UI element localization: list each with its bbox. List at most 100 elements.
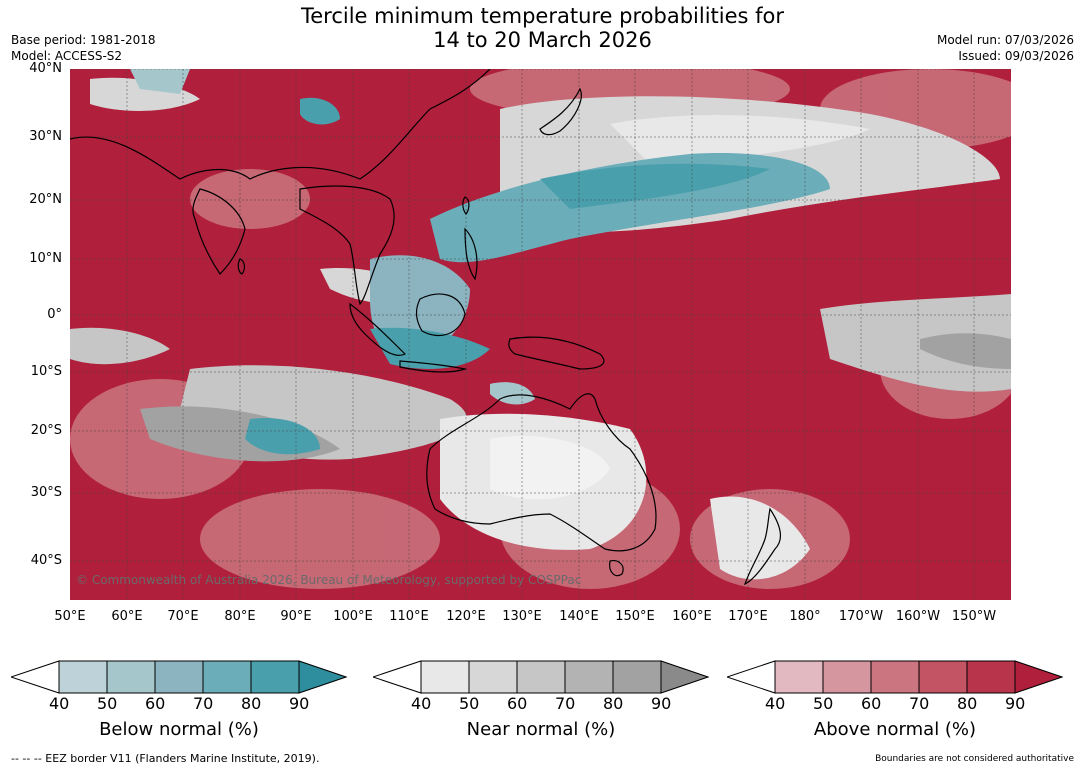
map-title: Tercile minimum temperature probabilitie… <box>0 4 1085 52</box>
lon-label: 60°E <box>111 609 143 624</box>
legend-swatch <box>774 660 824 694</box>
title-line-1: Tercile minimum temperature probabilitie… <box>300 4 785 28</box>
lon-label: 130°E <box>502 609 542 624</box>
legend-tick: 90 <box>651 694 672 713</box>
lon-label: 100°E <box>333 609 373 624</box>
lon-label: 70°E <box>167 609 199 624</box>
legend-swatch <box>371 660 422 694</box>
legend-tick: 90 <box>289 694 310 713</box>
near-normal-colorbar-svg <box>371 660 710 694</box>
japan-coast <box>539 87 582 136</box>
run-info: Model run: 07/03/2026 Issued: 09/03/2026 <box>937 32 1074 64</box>
lon-label: 50°E <box>54 609 86 624</box>
india-coast <box>192 188 246 275</box>
legend-swatch <box>298 660 348 694</box>
legend-tick: 40 <box>49 694 70 713</box>
lon-label: 150°E <box>615 609 655 624</box>
graticule <box>70 69 1011 600</box>
legend-swatch <box>870 660 920 694</box>
lon-label: 90°E <box>280 609 312 624</box>
lat-label: 10°S <box>30 364 62 379</box>
lon-label: 80°E <box>224 609 256 624</box>
legend-swatch <box>612 660 662 694</box>
eez-border-note: -- -- -- EEZ border V11 (Flanders Marine… <box>11 752 320 765</box>
legend-swatch <box>9 660 60 694</box>
lon-label: 120°E <box>446 609 486 624</box>
legend-swatch <box>106 660 156 694</box>
legend-swatch <box>154 660 204 694</box>
borneo-coast <box>415 293 466 336</box>
legend-swatch <box>468 660 518 694</box>
legend-tick: 50 <box>97 694 118 713</box>
below-normal-colorbar-svg <box>9 660 348 694</box>
legend-tick: 80 <box>241 694 262 713</box>
map-canvas <box>70 69 1011 600</box>
lat-label: 0° <box>47 307 62 322</box>
lon-label: 170°W <box>838 609 884 624</box>
legend-tick: 50 <box>459 694 480 713</box>
legend-tick: 60 <box>507 694 528 713</box>
lat-label: 40°S <box>30 553 62 568</box>
boundary-disclaimer: Boundaries are not considered authoritat… <box>875 754 1074 764</box>
philippines-coast <box>464 227 478 281</box>
lon-label: 170°E <box>728 609 768 624</box>
lon-label: 180° <box>789 609 821 624</box>
legend-tick: 60 <box>145 694 166 713</box>
new-zealand-coast <box>743 507 782 586</box>
legend-swatch <box>966 660 1016 694</box>
legend-tick: 40 <box>411 694 432 713</box>
lat-label: 30°S <box>30 485 62 500</box>
legend-swatch <box>725 660 776 694</box>
legend-tick: 60 <box>861 694 882 713</box>
tasmania-coast <box>609 560 624 577</box>
legend-swatch <box>420 660 470 694</box>
legend-tick: 80 <box>957 694 978 713</box>
title-line-2: 14 to 20 March 2026 <box>433 28 652 52</box>
southeast-asia-coast <box>299 185 395 306</box>
near-normal-title: Near normal (%) <box>466 719 616 740</box>
legend-swatch <box>202 660 252 694</box>
asia-coast <box>70 69 491 180</box>
sri-lanka-coast <box>237 258 246 275</box>
legend-tick: 70 <box>909 694 930 713</box>
lat-label: 10°N <box>29 251 62 266</box>
legend-tick: 80 <box>603 694 624 713</box>
new-guinea-coast <box>508 336 605 370</box>
legend-swatch <box>516 660 566 694</box>
java-coast <box>399 360 468 373</box>
sumatra-coast <box>349 302 407 356</box>
legend-tick: 90 <box>1005 694 1026 713</box>
lat-label: 20°N <box>29 192 62 207</box>
legend-tick: 50 <box>813 694 834 713</box>
model-run: Model run: 07/03/2026 <box>936 33 1074 47</box>
issued-date: Issued: 09/03/2026 <box>958 49 1074 63</box>
lon-label: 110°E <box>389 609 429 624</box>
lon-label: 160°W <box>895 609 941 624</box>
legend-tick: 40 <box>765 694 786 713</box>
legend-tick: 70 <box>193 694 214 713</box>
lat-label: 20°S <box>30 423 62 438</box>
legend-swatch <box>564 660 614 694</box>
legend-swatch <box>58 660 108 694</box>
copyright-notice: © Commonwealth of Australia 2026, Bureau… <box>76 573 582 587</box>
above-normal-colorbar-svg <box>725 660 1064 694</box>
legend-swatch <box>918 660 968 694</box>
lat-label: 40°N <box>29 61 62 76</box>
below-normal-areas <box>130 69 830 455</box>
legend-swatch <box>660 660 710 694</box>
legend-swatch <box>822 660 872 694</box>
below-normal-colorbar <box>9 660 348 694</box>
lon-label: 140°E <box>559 609 599 624</box>
near-normal-colorbar <box>371 660 710 694</box>
taiwan-coast <box>462 196 470 215</box>
lon-label: 160°E <box>672 609 712 624</box>
above-normal-colorbar <box>725 660 1064 694</box>
legend-swatch <box>1014 660 1064 694</box>
coastlines <box>70 69 782 586</box>
probability-map <box>70 69 1011 600</box>
lon-label: 150°W <box>951 609 997 624</box>
base-period: Base period: 1981-2018 <box>11 33 156 47</box>
legend-tick: 70 <box>555 694 576 713</box>
model-info: Base period: 1981-2018 Model: ACCESS-S2 <box>11 32 156 64</box>
above-normal-title: Above normal (%) <box>813 719 977 740</box>
